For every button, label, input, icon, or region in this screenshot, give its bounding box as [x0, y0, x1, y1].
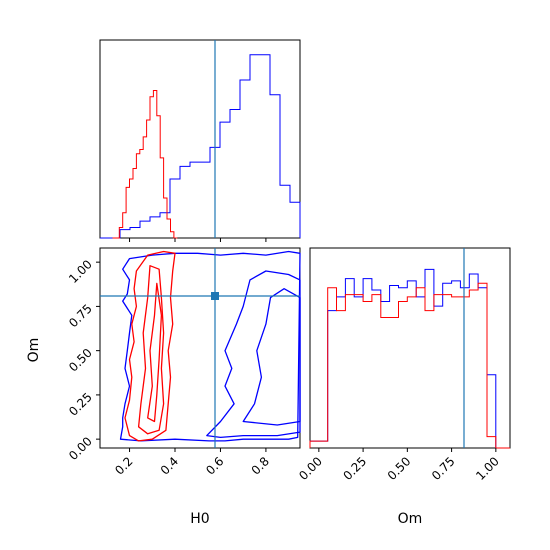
contour-red-0 — [124, 250, 176, 442]
panel-contour-series — [119, 250, 301, 442]
x-tick-label: 0.2 — [112, 454, 135, 477]
panel-h0-hist-series — [100, 54, 301, 239]
truth-marker — [211, 292, 219, 300]
panel-om-hist-frame — [309, 247, 511, 449]
hist-series-blue — [100, 54, 301, 239]
y-tick-label: 0.25 — [66, 390, 95, 419]
x-tick-label: 0.50 — [385, 454, 414, 483]
y-tick-label: 0.75 — [66, 301, 95, 330]
panel-contour-yticks: 0.00 0.25 0.50 0.75 1.00 — [66, 257, 100, 463]
y-tick-label: 0.00 — [66, 434, 95, 463]
contour-red-2 — [147, 282, 163, 423]
hist-series-red — [309, 282, 510, 449]
panel-om-hist: 0.00 0.25 0.50 0.75 1.00 Om — [296, 247, 511, 527]
panel-h0-hist-frame — [99, 39, 301, 239]
contour-red-1 — [137, 265, 165, 435]
panel-h0-hist — [99, 39, 301, 242]
contour-xlabel: H0 — [190, 511, 209, 527]
x-tick-label: 0.00 — [296, 454, 325, 483]
contour-ylabel: Om — [26, 338, 42, 363]
x-tick-label: 0.75 — [429, 454, 458, 483]
panel-h0-hist-xticks — [129, 238, 267, 242]
y-tick-label: 0.50 — [66, 346, 95, 375]
x-tick-label: 0.25 — [340, 454, 369, 483]
panel-contour-frame — [99, 247, 301, 449]
x-tick-label: 1.00 — [473, 454, 502, 483]
hist-series-blue — [309, 268, 510, 449]
panel-om-hist-xticks: 0.00 0.25 0.50 0.75 1.00 — [296, 448, 502, 483]
panel-contour: 0.2 0.4 0.6 0.8 0.00 0.25 0.50 0.75 1.00 H0 Om — [26, 247, 301, 527]
contour-blue-1 — [206, 270, 301, 439]
om-hist-xlabel: Om — [398, 511, 423, 527]
contour-blue-0 — [119, 250, 301, 442]
x-tick-label: 0.4 — [158, 454, 181, 477]
contour-blue-2 — [242, 288, 301, 426]
y-tick-label: 1.00 — [66, 257, 95, 286]
x-tick-label: 0.6 — [203, 454, 226, 477]
panel-om-hist-series — [309, 268, 510, 449]
hist-series-red — [112, 90, 178, 239]
x-tick-label: 0.8 — [249, 454, 272, 477]
panel-contour-xticks: 0.2 0.4 0.6 0.8 — [112, 448, 272, 478]
